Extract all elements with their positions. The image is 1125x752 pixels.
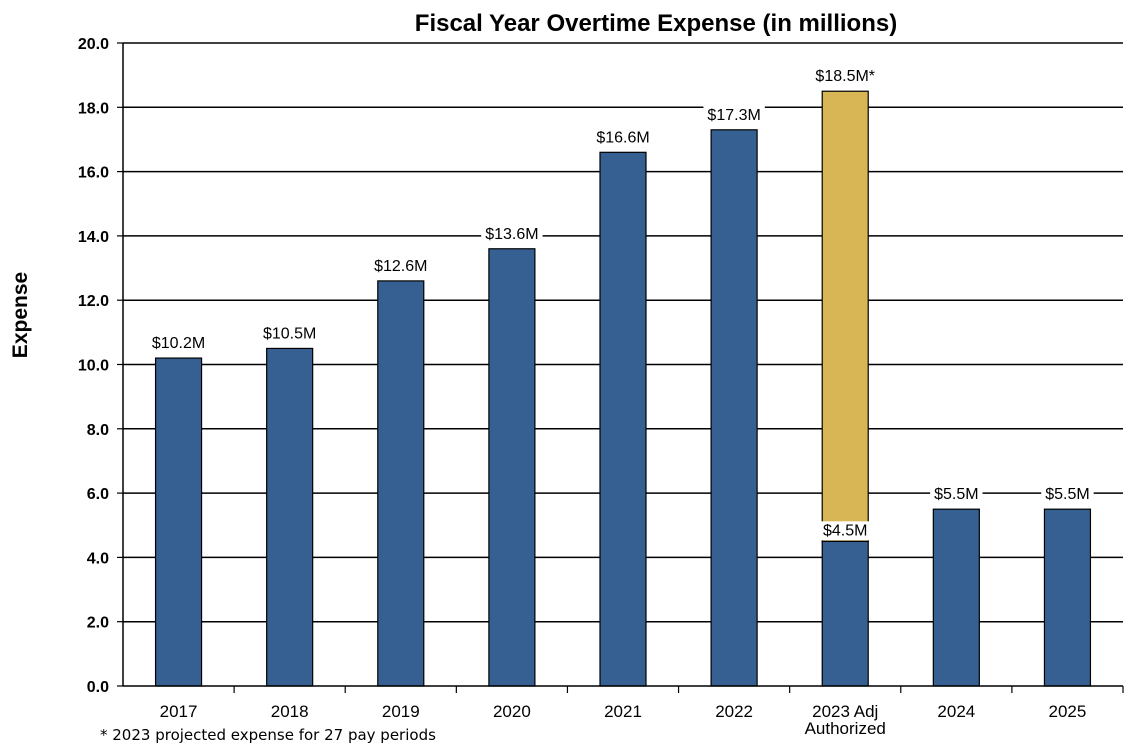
footnote: * 2023 projected expense for 27 pay peri… — [100, 726, 436, 744]
x-tick-label: 2020 — [493, 702, 531, 721]
data-label-text: $13.6M — [485, 226, 538, 243]
data-label-text: $4.5M — [823, 522, 867, 539]
y-axis-label: Expense — [9, 272, 32, 358]
data-label-text: $18.5M* — [815, 68, 875, 85]
bars — [154, 90, 1092, 687]
bar — [1043, 508, 1092, 687]
data-label-background — [147, 334, 210, 354]
y-tick-label: 18.0 — [78, 100, 109, 117]
bar — [377, 280, 425, 687]
data-label-text: $16.6M — [596, 129, 649, 146]
data-label: $10.5M — [258, 324, 321, 344]
y-tick-label: 8.0 — [87, 422, 109, 439]
data-label: $12.6M — [370, 256, 432, 276]
x-tick-label: 2017 — [160, 702, 198, 721]
bar — [266, 347, 314, 687]
data-label-text: $10.5M — [263, 325, 316, 342]
x-tick-label: 2019 — [382, 702, 420, 721]
bar — [154, 357, 203, 687]
y-tick-label: 2.0 — [87, 615, 109, 632]
bar — [488, 248, 536, 687]
x-tick-label: 2024 — [937, 702, 975, 721]
data-label-background — [370, 256, 432, 276]
data-label-text: $5.5M — [934, 486, 978, 503]
data-label-background — [481, 224, 543, 244]
data-label-text: $17.3M — [707, 107, 760, 124]
y-tick-label: 4.0 — [87, 550, 109, 567]
bar — [710, 129, 758, 687]
y-tick-label: 16.0 — [78, 165, 109, 182]
data-label-background — [258, 324, 321, 344]
y-tick-label: 0.0 — [87, 679, 109, 696]
data-label: $16.6M — [592, 128, 654, 148]
chart-title: Fiscal Year Overtime Expense (in million… — [415, 10, 897, 37]
x-tick-label: 2021 — [604, 702, 642, 721]
data-label-background — [703, 105, 765, 125]
data-label-background — [811, 67, 880, 87]
bar — [821, 540, 869, 687]
data-label-text: $12.6M — [374, 258, 427, 275]
data-label: $10.2M — [147, 334, 210, 354]
data-labels: $10.2M $10.5M $12.6M $13.6M $16.6M $17.3M $18.… — [147, 67, 1094, 541]
data-label-background — [592, 128, 654, 148]
data-label: $4.5M — [818, 521, 872, 541]
bar — [932, 508, 980, 687]
y-tick-label: 12.0 — [78, 293, 109, 310]
axes — [122, 43, 1123, 687]
data-label: $17.3M — [703, 105, 765, 125]
data-label-background — [818, 521, 872, 541]
x-tick-label: 2023 Adj — [812, 702, 878, 721]
x-tick-label: Authorized — [805, 719, 886, 738]
x-axis-ticks: 2017 2018 2019 2020 2021 2022 2023 AdjAuthoriz… — [160, 686, 1124, 738]
data-label-text: $10.2M — [152, 335, 205, 352]
bar — [599, 151, 647, 687]
data-label-background — [930, 485, 983, 505]
y-tick-label: 20.0 — [78, 36, 109, 53]
data-label-background — [1041, 485, 1094, 505]
x-tick-label: 2022 — [715, 702, 753, 721]
bar-extension — [821, 90, 869, 542]
y-tick-label: 6.0 — [87, 486, 109, 503]
data-label: $5.5M — [1041, 485, 1094, 505]
y-axis-ticks: 0.0 2.0 4.0 6.0 8.0 10.0 12.0 14.0 16.0 18.0 20.0 — [78, 36, 123, 696]
y-tick-label: 14.0 — [78, 229, 109, 246]
y-tick-label: 10.0 — [78, 358, 109, 375]
x-tick-label: 2018 — [271, 702, 309, 721]
data-label: $18.5M* — [811, 67, 880, 87]
data-label-text: $5.5M — [1045, 486, 1089, 503]
data-label: $13.6M — [481, 224, 543, 244]
x-tick-label: 2025 — [1049, 702, 1087, 721]
data-label: $5.5M — [930, 485, 983, 505]
